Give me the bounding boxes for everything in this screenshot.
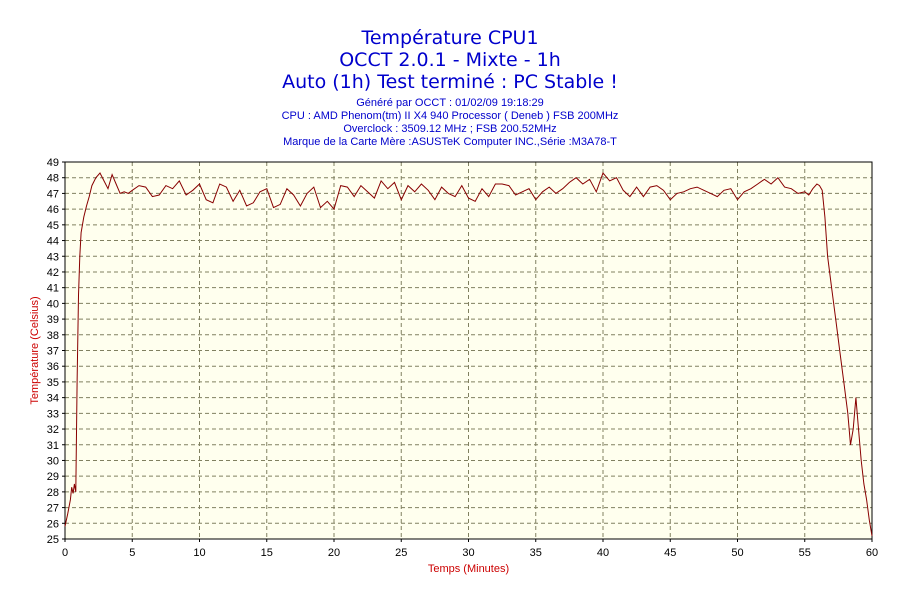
x-tick-label: 20 xyxy=(328,547,340,559)
x-axis-ticks: 0 5 10 15 20 25 30 35 40 45 50 55 60 xyxy=(62,539,878,559)
x-tick-label: 10 xyxy=(193,547,205,559)
y-tick-label: 26 xyxy=(47,518,59,530)
y-tick-label: 28 xyxy=(47,487,59,499)
x-tick-label: 30 xyxy=(462,547,474,559)
y-tick-label: 46 xyxy=(47,204,59,216)
y-tick-label: 42 xyxy=(47,267,59,279)
temperature-series-line xyxy=(64,172,873,536)
chart-header: Température CPU1 OCCT 2.0.1 - Mixte - 1h… xyxy=(0,0,900,149)
y-tick-label: 33 xyxy=(47,408,59,420)
y-tick-label: 41 xyxy=(47,283,59,295)
y-tick-label: 45 xyxy=(47,220,59,232)
x-tick-label: 60 xyxy=(866,547,878,559)
x-tick-label: 50 xyxy=(731,547,743,559)
y-tick-label: 27 xyxy=(47,503,59,515)
title-block: Température CPU1 OCCT 2.0.1 - Mixte - 1h… xyxy=(0,0,900,93)
y-tick-label: 40 xyxy=(47,298,59,310)
x-tick-label: 45 xyxy=(664,547,676,559)
y-tick-label: 31 xyxy=(47,440,59,452)
x-tick-label: 0 xyxy=(62,547,68,559)
y-tick-label: 48 xyxy=(47,173,59,185)
y-tick-label: 25 xyxy=(47,534,59,546)
x-tick-label: 15 xyxy=(261,547,273,559)
y-tick-label: 30 xyxy=(47,455,59,467)
chart-title: Température CPU1 xyxy=(361,27,539,49)
y-tick-label: 38 xyxy=(47,330,59,342)
y-tick-label: 37 xyxy=(47,346,59,358)
system-info-block: Généré par OCCT : 01/02/09 19:18:29 CPU … xyxy=(0,97,900,149)
y-tick-label: 35 xyxy=(47,377,59,389)
info-overclock: Overclock : 3509.12 MHz ; FSB 200.52MHz xyxy=(343,123,557,135)
x-axis-label: Temps (Minutes) xyxy=(428,563,509,575)
y-tick-label: 43 xyxy=(47,251,59,263)
grid-lines xyxy=(65,162,872,539)
y-axis-ticks: 25 26 27 28 29 30 31 32 33 34 35 36 37 38 39 40 41 42 43 44… xyxy=(47,157,65,546)
info-motherboard: Marque de la Carte Mère :ASUSTeK Compute… xyxy=(283,136,617,148)
y-tick-label: 34 xyxy=(47,393,59,405)
x-tick-label: 25 xyxy=(395,547,407,559)
y-tick-label: 44 xyxy=(47,236,59,248)
chart-subtitle-result: Auto (1h) Test terminé : PC Stable ! xyxy=(282,71,618,93)
info-generated-date: Généré par OCCT : 01/02/09 19:18:29 xyxy=(356,97,544,109)
x-tick-label: 40 xyxy=(597,547,609,559)
info-cpu: CPU : AMD Phenom(tm) II X4 940 Processor… xyxy=(281,110,619,122)
y-tick-label: 32 xyxy=(47,424,59,436)
y-tick-label: 36 xyxy=(47,361,59,373)
y-tick-label: 49 xyxy=(47,157,59,169)
y-tick-label: 39 xyxy=(47,314,59,326)
x-tick-label: 55 xyxy=(799,547,811,559)
chart-subtitle-test: OCCT 2.0.1 - Mixte - 1h xyxy=(339,49,561,71)
x-tick-label: 5 xyxy=(129,547,135,559)
y-tick-label: 47 xyxy=(47,188,59,200)
y-axis-label: Température (Celsius) xyxy=(29,296,41,404)
x-tick-label: 35 xyxy=(530,547,542,559)
y-tick-label: 29 xyxy=(47,471,59,483)
